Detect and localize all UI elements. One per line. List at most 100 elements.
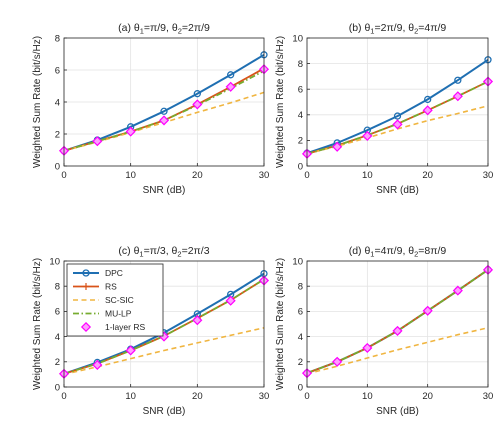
data-point-1-layer-rs [125, 126, 136, 137]
y-tick-label: 4 [298, 110, 303, 121]
legend-marker [80, 321, 92, 333]
data-point-dpc [424, 95, 432, 104]
axes-frame [63, 260, 265, 388]
data-point-1-layer-rs [392, 325, 403, 336]
y-tick-label: 6 [55, 65, 60, 76]
y-tick-label: 4 [55, 332, 60, 343]
x-tick-label: 30 [483, 170, 494, 181]
legend-entry: DPC [73, 268, 123, 278]
x-tick-label: 0 [61, 170, 66, 181]
axes-frame [306, 260, 489, 388]
y-tick-label: 4 [55, 97, 60, 108]
x-tick-label: 10 [125, 170, 136, 181]
legend-marker [82, 269, 90, 277]
x-axis-label: SNR (dB) [376, 406, 419, 417]
chart-title: (a) θ1=π/9, θ2=2π/9 [118, 22, 210, 36]
x-tick-label: 30 [259, 170, 270, 181]
x-tick-label: 30 [483, 391, 494, 402]
legend-entry: MU-LP [73, 309, 132, 319]
y-tick-label: 0 [298, 382, 303, 393]
x-tick-label: 20 [422, 170, 433, 181]
chart-title: (d) θ1=4π/9, θ2=8π/9 [349, 245, 447, 259]
x-tick-label: 20 [422, 391, 433, 402]
x-tick-label: 0 [61, 391, 66, 402]
chart-panel-1: 0 10 20 30 0 2 4 6 8 SNR (dB) Weighted Sum Rate (b… [32, 22, 269, 196]
data-point-1-layer-rs [92, 136, 103, 147]
data-point-1-layer-rs [125, 345, 136, 356]
x-tick-label: 0 [304, 391, 309, 402]
x-axis-label: SNR (dB) [143, 185, 186, 196]
x-tick-label: 10 [362, 391, 373, 402]
legend: DPC RS SC-SIC MU-LP 1-layer RS [66, 263, 164, 337]
x-tick-label: 20 [192, 170, 203, 181]
data-point-dpc [454, 76, 462, 84]
y-tick-label: 0 [298, 161, 303, 172]
legend-entry: SC-SIC [73, 295, 134, 305]
y-tick-label: 0 [55, 382, 60, 393]
data-point-1-layer-rs [362, 342, 373, 353]
data-point-1-layer-rs [192, 99, 203, 110]
data-point-1-layer-rs [452, 91, 463, 102]
data-point-1-layer-rs [332, 356, 343, 367]
y-tick-label: 6 [298, 307, 303, 318]
y-tick-label: 8 [298, 59, 303, 70]
legend-label: RS [105, 282, 117, 292]
data-point-1-layer-rs [158, 115, 170, 126]
chart-panel-3: 0 10 20 30 0 2 4 6 8 10 SNR (dB) Weighted Sum Rate … [32, 245, 269, 417]
data-point-dpc [160, 107, 168, 115]
y-tick-label: 2 [55, 129, 60, 140]
y-tick-label: 2 [298, 136, 303, 147]
axes-frame [306, 37, 489, 167]
y-tick-label: 10 [49, 256, 60, 267]
data-point-1-layer-rs [422, 305, 433, 316]
x-tick-label: 10 [362, 170, 373, 181]
legend-marker [82, 283, 90, 290]
data-point-1-layer-rs [332, 141, 343, 152]
data-point-1-layer-rs [192, 315, 203, 326]
y-axis-label: Weighted Sum Rate (bit/s/Hz) [32, 258, 43, 390]
legend-entry: 1-layer RS [80, 321, 145, 333]
data-point-1-layer-rs [422, 105, 433, 116]
y-tick-label: 4 [298, 332, 303, 343]
data-point-1-layer-rs [392, 119, 403, 130]
data-point-1-layer-rs [362, 130, 373, 141]
y-axis-label: Weighted Sum Rate (bit/s/Hz) [275, 36, 286, 168]
x-axis-label: SNR (dB) [143, 406, 186, 417]
data-point-1-layer-rs [225, 295, 236, 306]
y-tick-label: 0 [55, 161, 60, 172]
legend-entry: RS [73, 282, 117, 292]
plot-area [307, 261, 488, 387]
y-axis-label: Weighted Sum Rate (bit/s/Hz) [275, 258, 286, 390]
data-point-1-layer-rs [452, 285, 463, 296]
legend-label: MU-LP [105, 309, 132, 319]
series-line-sc-sic [306, 327, 489, 375]
y-tick-label: 2 [55, 357, 60, 368]
y-tick-label: 10 [292, 256, 303, 267]
data-point-dpc [227, 71, 235, 79]
y-tick-label: 8 [55, 282, 60, 293]
y-axis-label: Weighted Sum Rate (bit/s/Hz) [32, 36, 43, 168]
y-tick-label: 8 [298, 282, 303, 293]
y-tick-label: 6 [298, 85, 303, 96]
legend-label: SC-SIC [105, 295, 134, 305]
legend-label: 1-layer RS [105, 322, 145, 332]
y-tick-label: 8 [55, 33, 60, 44]
legend-label: DPC [105, 268, 123, 278]
x-axis-label: SNR (dB) [376, 185, 419, 196]
x-tick-label: 30 [259, 391, 270, 402]
chart-title: (b) θ1=2π/9, θ2=4π/9 [349, 22, 447, 36]
data-point-1-layer-rs [225, 81, 236, 92]
y-tick-label: 10 [292, 33, 303, 44]
x-tick-label: 0 [304, 170, 309, 181]
chart-title: (c) θ1=π/3, θ2=2π/3 [118, 245, 209, 259]
y-tick-label: 2 [298, 357, 303, 368]
x-tick-label: 10 [125, 391, 136, 402]
data-point-dpc [193, 90, 201, 98]
x-tick-label: 20 [192, 391, 203, 402]
y-tick-label: 6 [55, 307, 60, 318]
data-point-dpc [393, 112, 402, 120]
data-point-1-layer-rs [92, 359, 103, 370]
